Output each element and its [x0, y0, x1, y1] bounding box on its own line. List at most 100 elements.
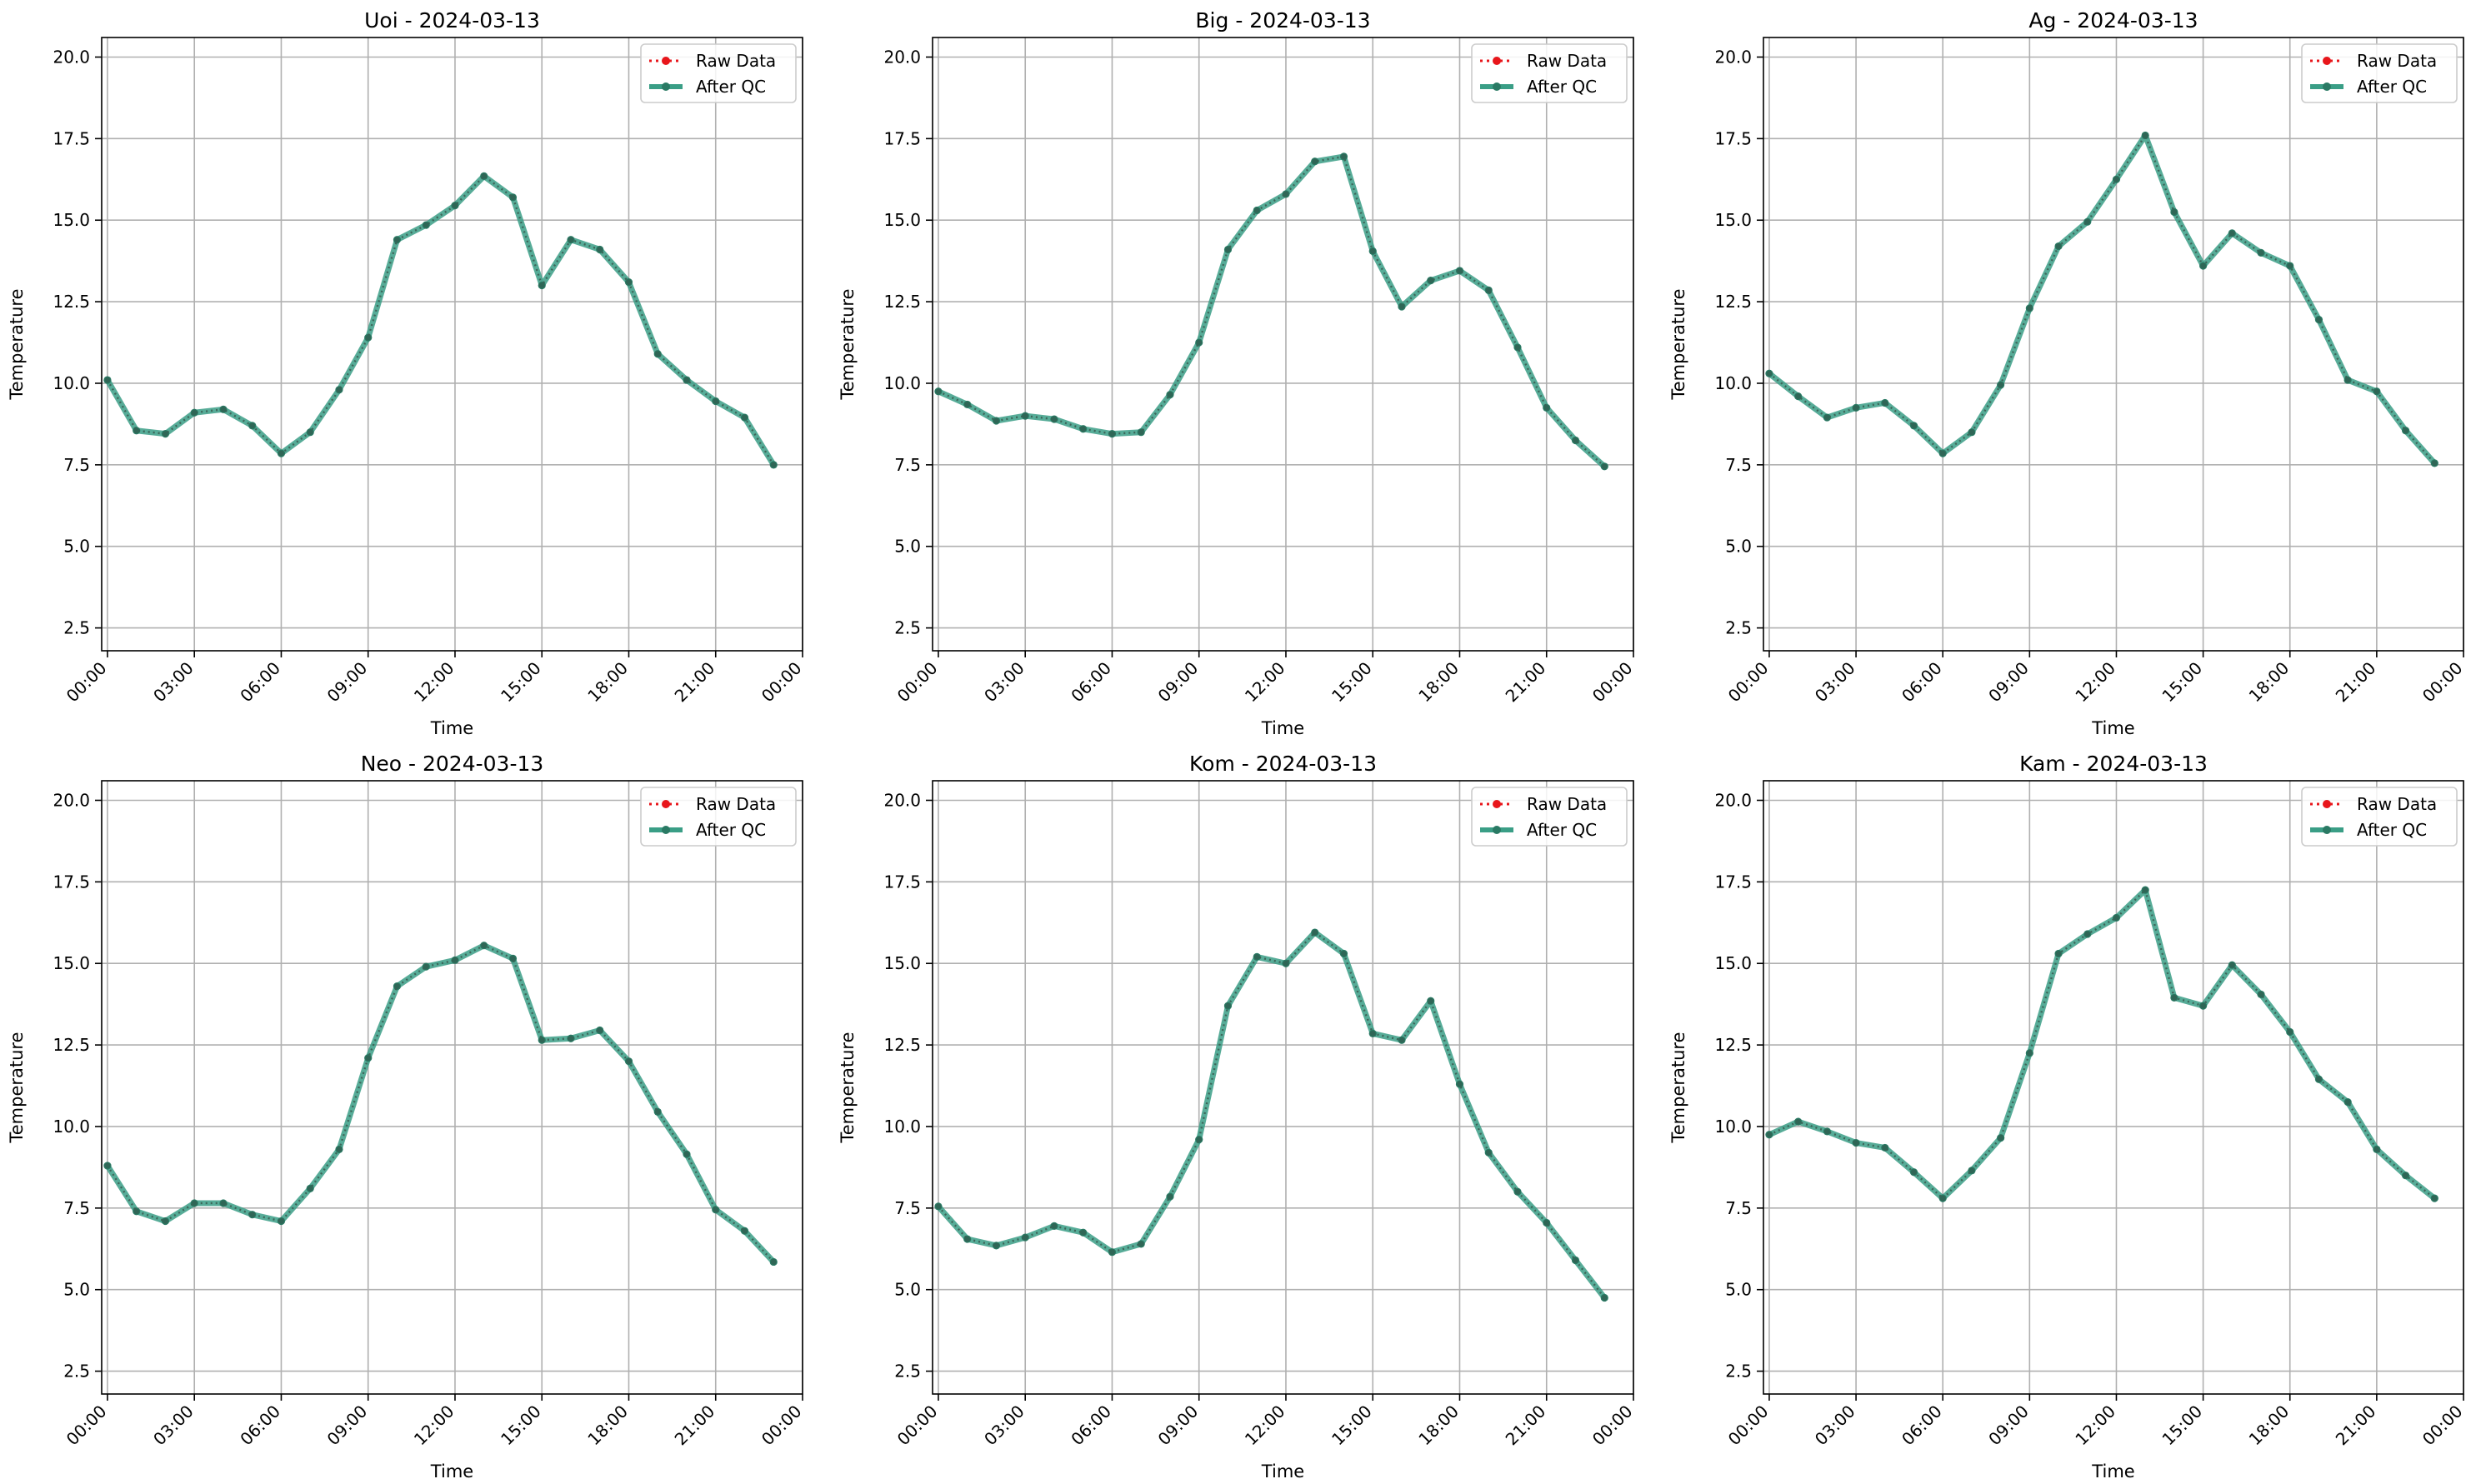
x-tick-label: 03:00 — [1811, 658, 1859, 707]
raw-data-point — [1998, 382, 2004, 388]
chart-title: Ag - 2024-03-13 — [2028, 8, 2198, 32]
raw-data-point — [1573, 437, 1578, 443]
raw-data-point — [365, 334, 372, 341]
raw-data-point — [1573, 1257, 1578, 1263]
x-tick-label: 15:00 — [1328, 658, 1376, 707]
chart-panel-1: Uoi - 2024-03-13 2.5 5.0 7.5 10.0 12.5 15.0 17.… — [7, 8, 806, 738]
legend-raw-marker — [1493, 57, 1501, 65]
raw-data-point — [1601, 1295, 1608, 1301]
raw-data-point — [2373, 1146, 2380, 1152]
x-tick-label: 09:00 — [1984, 1402, 2033, 1450]
y-tick-label: 20.0 — [1714, 790, 1752, 810]
series-line-after-qc — [1766, 132, 2438, 467]
raw-data-point — [2344, 1099, 2351, 1106]
legend-qc-label: After QC — [1527, 820, 1597, 840]
y-tick-label: 7.5 — [1725, 1198, 1752, 1218]
legend-qc-label: After QC — [696, 77, 766, 97]
y-tick-label: 10.0 — [53, 373, 90, 393]
raw-data-point — [2228, 962, 2235, 968]
raw-data-point — [1312, 158, 1318, 165]
y-axis-label: Temperature — [7, 288, 27, 400]
x-tick-label: 18:00 — [1414, 658, 1463, 707]
raw-data-point — [1766, 370, 1773, 377]
y-tick-label: 12.5 — [1714, 1035, 1752, 1055]
raw-data-point — [538, 282, 545, 288]
raw-data-point — [220, 1200, 227, 1207]
chart-panel-2: Big - 2024-03-13 2.5 5.0 7.5 10.0 12.5 15.0 17.… — [838, 8, 1637, 738]
legend-raw-marker — [662, 57, 670, 65]
series-line-raw-data — [938, 931, 1606, 1299]
x-tick-label: 00:00 — [1724, 658, 1773, 707]
x-tick-label: 00:00 — [1588, 658, 1637, 707]
y-tick-label: 7.5 — [894, 1198, 921, 1218]
x-tick-label: 12:00 — [410, 1402, 458, 1450]
raw-data-point — [1080, 1229, 1087, 1236]
raw-data-point — [133, 427, 140, 434]
y-tick-label: 5.0 — [1725, 537, 1752, 557]
legend-raw-marker — [662, 800, 670, 808]
raw-data-point — [1766, 1132, 1773, 1138]
chart-panel-4: Neo - 2024-03-13 2.5 5.0 7.5 10.0 12.5 15.0 17.… — [7, 752, 806, 1482]
chart-title: Uoi - 2024-03-13 — [364, 8, 540, 32]
legend-qc-marker — [1493, 82, 1501, 91]
x-tick-label: 03:00 — [1811, 1402, 1859, 1450]
raw-data-point — [2026, 1050, 2033, 1057]
raw-data-point — [423, 222, 429, 228]
raw-data-point — [249, 422, 256, 429]
raw-data-point — [1457, 267, 1463, 274]
x-tick-label: 06:00 — [1898, 1402, 1946, 1450]
x-tick-label: 15:00 — [2158, 1402, 2206, 1450]
raw-data-point — [163, 431, 168, 437]
raw-data-point — [133, 1208, 140, 1215]
raw-data-point — [568, 1035, 574, 1042]
x-tick-label: 21:00 — [1502, 658, 1550, 707]
x-tick-label: 18:00 — [2245, 1402, 2293, 1450]
raw-data-point — [365, 1055, 372, 1062]
raw-data-point — [1225, 247, 1231, 252]
x-tick-label: 12:00 — [410, 658, 458, 707]
raw-data-point — [278, 1218, 284, 1224]
legend-qc-marker — [2323, 82, 2331, 91]
raw-data-point — [249, 1212, 256, 1218]
raw-data-point — [220, 406, 227, 412]
raw-data-point — [964, 1236, 971, 1242]
raw-data-point — [1022, 1234, 1028, 1241]
y-axis-label: Temperature — [838, 288, 858, 400]
series-line-raw-data — [106, 174, 775, 466]
legend-raw-label: Raw Data — [2357, 794, 2437, 814]
raw-data-point — [1369, 1031, 1376, 1037]
raw-data-point — [336, 1146, 343, 1152]
raw-data-point — [1341, 153, 1347, 160]
raw-data-point — [2200, 262, 2207, 269]
y-tick-label: 15.0 — [53, 210, 90, 230]
y-tick-label: 17.5 — [1714, 128, 1752, 148]
y-tick-label: 7.5 — [1725, 455, 1752, 475]
x-axis-label: Time — [1261, 718, 1304, 738]
legend: Raw Data After QC — [1471, 43, 1628, 103]
raw-data-point — [104, 377, 111, 383]
raw-data-point — [510, 194, 516, 201]
raw-data-point — [935, 1203, 942, 1210]
raw-data-point — [2055, 951, 2062, 957]
y-axis-label: Temperature — [1668, 288, 1688, 400]
chart-panel-6: Kam - 2024-03-13 2.5 5.0 7.5 10.0 12.5 15.0 17.… — [1668, 752, 2467, 1482]
raw-data-point — [2142, 132, 2148, 138]
y-tick-label: 12.5 — [883, 292, 921, 312]
x-tick-label: 18:00 — [583, 1402, 632, 1450]
legend-qc-marker — [662, 82, 670, 91]
raw-data-point — [597, 1027, 603, 1033]
raw-data-point — [1196, 339, 1203, 346]
raw-data-point — [1514, 344, 1521, 351]
raw-data-point — [1369, 248, 1376, 254]
x-tick-label: 09:00 — [1154, 1402, 1203, 1450]
y-tick-label: 17.5 — [1714, 872, 1752, 892]
raw-data-point — [1138, 1241, 1144, 1247]
raw-data-point — [481, 942, 488, 949]
raw-data-point — [2200, 1002, 2207, 1009]
legend-qc-label: After QC — [1527, 77, 1597, 97]
y-tick-label: 2.5 — [1725, 1362, 1752, 1382]
x-axis-label: Time — [2091, 1462, 2134, 1482]
y-tick-label: 2.5 — [894, 618, 921, 638]
raw-data-point — [2373, 388, 2380, 395]
y-tick-label: 7.5 — [63, 455, 90, 475]
